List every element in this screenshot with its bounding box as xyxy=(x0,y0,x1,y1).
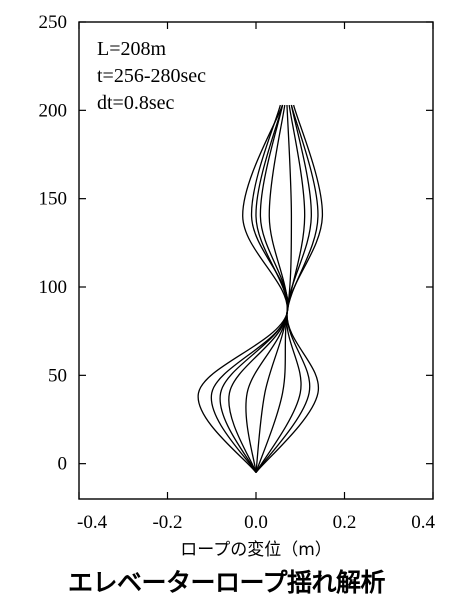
series-line-3 xyxy=(255,104,306,473)
x-tick-label: 0.4 xyxy=(411,512,435,533)
y-tick-label: 100 xyxy=(39,277,68,298)
x-axis-label: ロープの変位（m） xyxy=(180,540,332,560)
series-line-9 xyxy=(219,104,289,473)
x-tick-label: -0.4 xyxy=(77,512,108,533)
x-tick-label: 0.2 xyxy=(333,512,357,533)
annotation-time: t=256-280sec xyxy=(97,65,206,87)
annotation-length: L=208m xyxy=(97,38,166,60)
x-tick-label: -0.2 xyxy=(152,512,182,533)
y-tick-label: 200 xyxy=(39,100,68,121)
annotation-dt: dt=0.8sec xyxy=(97,92,174,114)
figure-caption: エレベーターロープ揺れ解析 xyxy=(67,568,386,597)
tick-marks xyxy=(78,21,434,499)
series-line-2 xyxy=(255,105,293,473)
y-tick-label: 150 xyxy=(39,189,68,210)
y-tick-label: 250 xyxy=(39,12,68,33)
x-tick-labels: -0.4 -0.2 0.0 0.2 0.4 xyxy=(77,512,436,533)
y-tick-label: 50 xyxy=(48,365,67,386)
series-group xyxy=(197,104,324,473)
y-tick-label: 0 xyxy=(58,454,68,475)
y-tick-labels: 0 50 100 150 200 250 xyxy=(39,12,68,475)
x-tick-label: 0.0 xyxy=(244,512,268,533)
